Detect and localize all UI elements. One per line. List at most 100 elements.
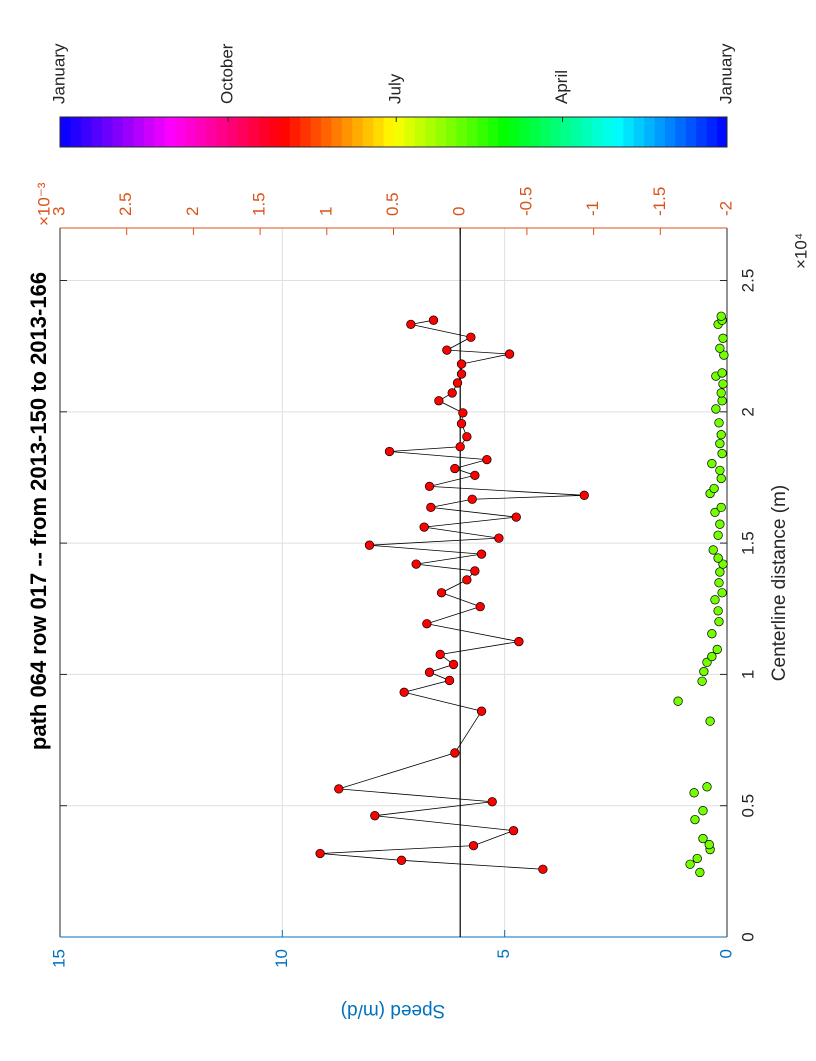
point [452,378,463,388]
point [712,644,722,655]
colorbar-swatch [101,117,113,147]
point [435,649,445,660]
point [714,616,724,627]
colorbar-swatch [518,117,530,147]
x-tick-label: 2.5 [738,269,757,293]
point [422,619,432,629]
point [708,545,718,555]
colorbar-swatch [581,117,593,147]
x-tick-label: 2 [738,407,757,416]
point [456,418,467,429]
point [695,867,705,878]
colorbar-swatch [643,117,655,147]
colorbar-swatch [185,117,196,147]
point [717,396,727,406]
colorbar-swatch [289,117,301,147]
colorbar-swatch [310,117,322,147]
point [450,463,460,474]
point [434,396,444,406]
point [717,448,727,459]
colorbar-swatch [445,117,457,147]
point [467,494,477,504]
rotated-figure: path 064 row 017 -- from 2013-150 to 201… [26,43,811,1021]
point [436,588,447,598]
point [699,666,709,677]
y2-tick-label: -2 [716,201,735,216]
point [334,784,344,794]
point [698,806,708,816]
x-tick-label: 0.5 [738,794,757,818]
colorbar-swatch [476,117,488,147]
point [462,575,472,585]
point [713,530,723,540]
point [456,369,467,379]
point [685,859,695,869]
colorbar-swatch [91,117,103,147]
y2-tick-label: -0.5 [516,187,535,216]
colorbar-swatch [174,117,186,147]
point [719,350,729,360]
y2-multiplier: ×10⁻³ [34,182,53,226]
point [579,490,589,500]
colorbar-swatch [330,117,342,147]
colorbar-swatch [70,117,82,147]
colorbar-swatch [195,117,207,147]
point [710,595,720,605]
colorbar-swatch [664,117,676,147]
colorbar-swatch [132,117,144,147]
colorbar-swatch [487,117,499,147]
colorbar-swatch [612,117,624,147]
colorbar-swatch [372,117,384,147]
point [458,408,468,418]
colorbar-swatch [539,117,551,147]
point [424,481,435,492]
colorbar-swatch [716,117,728,147]
colorbar-swatch [393,117,405,147]
colorbar-tick-label: July [386,73,405,104]
series-line [320,319,585,870]
colorbar-swatch [570,117,582,147]
point [714,578,724,588]
point [456,359,467,369]
point [707,651,717,662]
y-tick-label: 10 [272,949,291,968]
colorbar-swatch [622,117,634,147]
colorbar-swatch [258,117,269,147]
colorbar-swatch [466,117,478,147]
point [698,833,708,844]
x-multiplier: ×10⁴ [791,233,810,269]
colorbar-swatch [414,117,426,147]
point [476,549,487,559]
point [718,333,728,343]
point [717,368,727,378]
colorbar-swatch [164,117,176,147]
point [470,566,480,576]
colorbar-swatch [674,117,686,147]
colorbar-frame [59,116,728,148]
colorbar-swatch [695,117,707,147]
point [713,553,723,563]
colorbar-swatch [654,117,665,147]
point [716,430,726,440]
point [455,442,465,452]
point [475,602,485,612]
colorbar-tick-label: April [552,70,571,104]
y2-tick-label: 1.5 [250,192,269,216]
point [364,540,375,550]
point [689,788,699,798]
x-tick-label: 1 [738,670,757,679]
point [716,311,726,321]
colorbar-swatch [153,117,165,147]
point [476,706,487,716]
point [711,404,721,414]
colorbar-swatch [456,117,467,147]
point [707,629,717,639]
y2-tick-label: 2.5 [116,192,135,216]
point [494,533,504,543]
colorbar-swatch [278,117,290,147]
y-tick-label: 0 [716,949,735,958]
colorbar-swatch [60,117,71,147]
point [717,588,727,598]
point [428,315,439,325]
